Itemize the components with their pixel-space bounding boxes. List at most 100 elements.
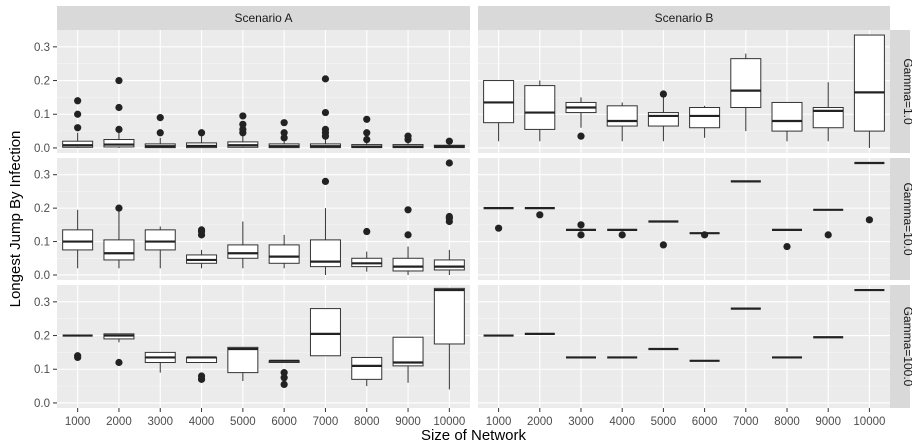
y-tick-label: 0.2	[34, 76, 50, 88]
boxplot-8000	[771, 101, 803, 142]
boxplot-7000	[309, 177, 341, 275]
box-iqr	[647, 112, 679, 127]
x-tick-label: 9000	[395, 416, 421, 428]
outlier-point	[280, 119, 288, 127]
outlier-point	[865, 216, 874, 224]
x-tick-label: 1000	[65, 416, 91, 428]
boxplot-10000	[433, 287, 465, 390]
boxplot-7000	[730, 53, 762, 132]
y-axis-title: Longest Jump By Infection	[7, 131, 24, 308]
facet-strip-right	[890, 30, 910, 153]
panel-background	[57, 30, 470, 153]
outlier-point	[445, 137, 453, 145]
x-tick-label: 8000	[354, 416, 380, 428]
outlier-point	[74, 110, 82, 118]
y-tick-label: 0.2	[34, 331, 50, 343]
box-iqr	[812, 107, 844, 129]
outlier-point	[577, 231, 585, 239]
boxplot-2000	[524, 80, 556, 142]
boxplot-6000	[268, 359, 300, 389]
outlier-point	[363, 115, 371, 123]
box-iqr	[103, 139, 135, 148]
boxplot-4000	[607, 228, 638, 239]
boxplot-5000	[227, 221, 259, 269]
box-iqr	[853, 34, 885, 132]
outlier-point	[239, 112, 247, 120]
boxplot-1000	[62, 97, 94, 148]
boxplot-10000	[433, 159, 465, 275]
outlier-point	[363, 129, 371, 137]
boxplot-3000	[144, 351, 176, 373]
x-tick-label: 7000	[313, 416, 339, 428]
x-tick-label: 5000	[230, 416, 256, 428]
outlier-point	[239, 120, 247, 128]
box-iqr	[606, 105, 638, 127]
box-iqr	[433, 259, 465, 271]
box-iqr	[268, 244, 300, 264]
boxplot-8000	[351, 227, 383, 272]
outlier-point	[280, 380, 288, 389]
x-tick-label: 7000	[733, 416, 759, 428]
facet-row-label: Gamma=10.0	[901, 182, 912, 255]
outlier-point	[445, 212, 453, 221]
outlier-point	[197, 372, 206, 380]
x-tick-label: 10000	[433, 416, 465, 428]
boxplot-6000	[268, 234, 300, 269]
facet-row-label: Gamma=100.0	[901, 307, 912, 387]
outlier-point	[363, 227, 371, 236]
x-tick-label: 2000	[527, 416, 553, 428]
facet-strip-right	[890, 158, 910, 280]
outlier-point	[74, 352, 82, 360]
x-tick-label: 10000	[853, 416, 885, 428]
facet-column-label: Scenario B	[655, 11, 714, 25]
x-tick-label: 6000	[692, 416, 718, 428]
x-tick-label: 6000	[271, 416, 297, 428]
y-tick-label: 0.3	[34, 170, 50, 182]
panel-background	[478, 285, 890, 408]
facet-column-label: Scenario A	[234, 11, 292, 25]
boxplot-8000	[772, 228, 802, 251]
boxplot-4000	[186, 226, 218, 269]
x-tick-label: 2000	[106, 416, 132, 428]
y-tick-label: 0.1	[34, 237, 50, 249]
x-tick-label: 1000	[486, 416, 512, 428]
boxplot-3000	[565, 97, 597, 140]
boxplot-1000	[483, 207, 514, 232]
panel-scenario-b-row-2	[478, 158, 890, 280]
x-tick-label: 9000	[815, 416, 841, 428]
boxplot-6000	[268, 119, 300, 149]
x-tick-label: 4000	[189, 416, 215, 428]
outlier-point	[239, 125, 247, 134]
boxplot-6000	[689, 231, 720, 239]
panel-background	[478, 158, 890, 280]
boxplot-8000	[351, 356, 383, 387]
outlier-point	[280, 374, 288, 382]
outlier-point	[659, 241, 668, 249]
box-iqr	[524, 85, 556, 130]
boxplot-1000	[62, 334, 93, 362]
boxplot-9000	[392, 206, 424, 275]
y-tick-label: 0.0	[34, 143, 50, 155]
y-tick-label: 0.3	[34, 297, 50, 309]
outlier-point	[321, 177, 330, 185]
y-tick-label: 0.1	[34, 364, 50, 376]
facet-strip-top	[478, 6, 890, 30]
outlier-point	[783, 242, 791, 251]
outlier-point	[404, 231, 412, 239]
box-iqr	[689, 107, 721, 129]
boxplot-1000	[62, 209, 94, 269]
boxplot-10000	[433, 137, 465, 149]
x-tick-label: 3000	[568, 416, 594, 428]
box-iqr	[433, 287, 465, 345]
box-iqr	[227, 346, 259, 374]
outlier-point	[404, 132, 412, 140]
outlier-point	[536, 211, 544, 219]
x-tick-label: 5000	[651, 416, 677, 428]
outlier-point	[197, 226, 206, 234]
box-iqr	[730, 58, 762, 109]
boxplot-9000	[392, 336, 424, 383]
panel-scenario-b-row-3	[478, 285, 890, 408]
x-axis-title: Size of Network	[421, 427, 527, 444]
